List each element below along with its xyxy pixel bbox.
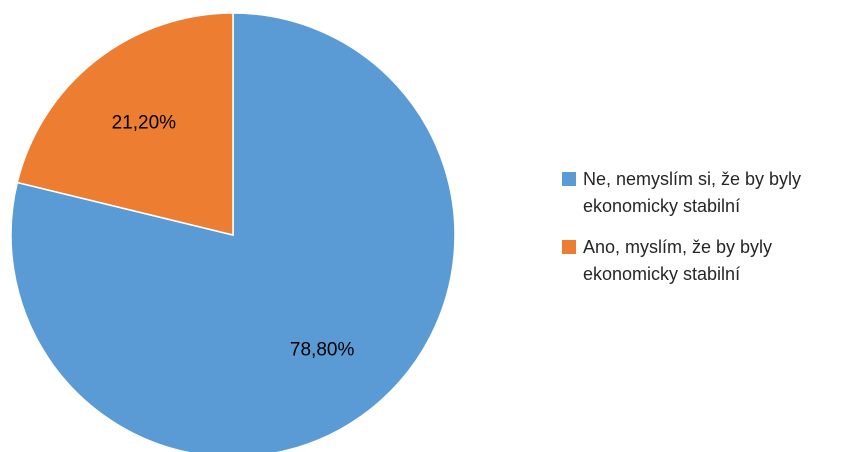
legend-label-ne: Ne, nemyslím si, že by byly ekonomicky s…	[583, 169, 802, 216]
legend-swatch-ano	[562, 240, 576, 254]
legend-swatch-ne	[562, 172, 576, 186]
legend-label-ano: Ano, myslím, že by byly ekonomicky stabi…	[583, 237, 773, 284]
legend-item-ano: Ano, myslím, že by byly ekonomicky stabi…	[562, 234, 847, 288]
pie-slice-ano	[16, 12, 234, 236]
data-label-ne: 78,80%	[290, 339, 355, 360]
legend: Ne, nemyslím si, že by byly ekonomicky s…	[562, 166, 847, 302]
data-label-ano: 21,20%	[112, 113, 177, 134]
legend-item-ne: Ne, nemyslím si, že by byly ekonomicky s…	[562, 166, 847, 220]
